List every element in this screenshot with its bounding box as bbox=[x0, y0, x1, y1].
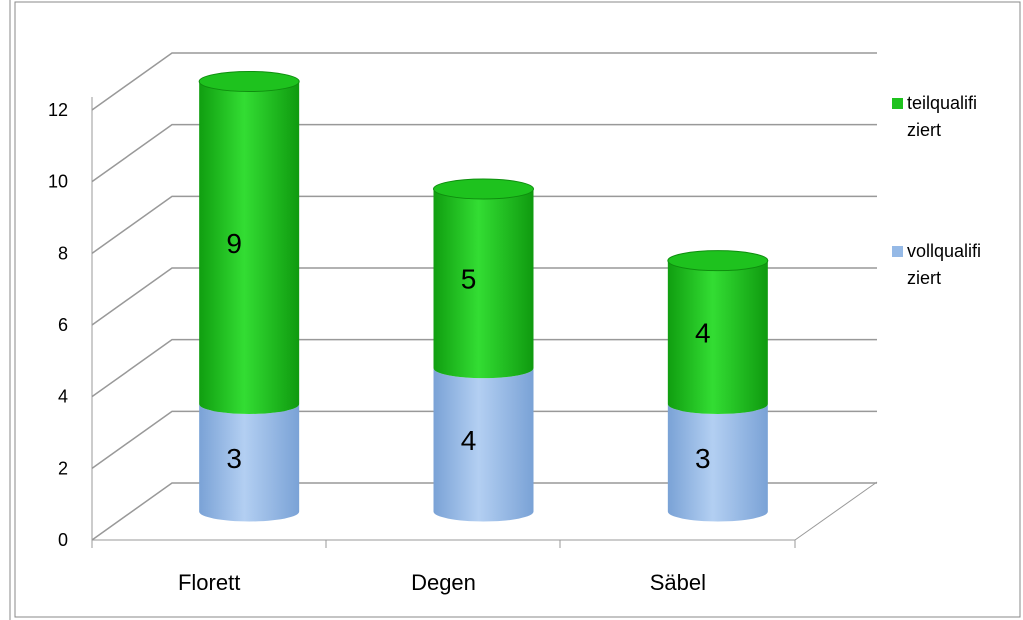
data-label: 9 bbox=[226, 228, 242, 259]
y-tick-label: 10 bbox=[48, 172, 68, 192]
grid-line bbox=[91, 338, 877, 398]
bar-segment bbox=[667, 260, 768, 414]
y-tick-label: 6 bbox=[58, 315, 68, 335]
bar-cap bbox=[198, 71, 300, 92]
data-label: 3 bbox=[226, 443, 242, 474]
y-tick-label: 12 bbox=[48, 100, 68, 120]
grid-line bbox=[91, 267, 877, 326]
bar-segment bbox=[433, 189, 534, 379]
bar-segment bbox=[433, 368, 534, 522]
data-label: 4 bbox=[461, 425, 477, 456]
y-tick-label: 2 bbox=[58, 458, 68, 478]
y-tick-label: 4 bbox=[58, 387, 68, 407]
floor-edge bbox=[794, 481, 878, 541]
legend-label: teilqualifiziert bbox=[907, 93, 978, 140]
bar-segment bbox=[199, 81, 300, 414]
grid-line bbox=[91, 195, 877, 254]
bar-segment bbox=[199, 404, 300, 522]
data-label: 3 bbox=[695, 443, 711, 474]
legend-swatch bbox=[892, 98, 903, 109]
grid-line bbox=[91, 52, 877, 111]
legend-label: vollqualifiziert bbox=[907, 241, 982, 288]
x-tick-label: Degen bbox=[411, 570, 476, 595]
x-tick-label: Florett bbox=[178, 570, 240, 595]
grid-line bbox=[91, 123, 877, 183]
bar-cap bbox=[433, 178, 534, 200]
legend-swatch bbox=[892, 246, 903, 257]
y-tick-label: 0 bbox=[58, 530, 68, 550]
bar-cap bbox=[667, 250, 769, 272]
grid-line bbox=[91, 482, 877, 541]
data-label: 4 bbox=[695, 317, 711, 348]
data-label: 5 bbox=[461, 264, 477, 295]
grid-line bbox=[91, 410, 877, 469]
y-tick-label: 8 bbox=[58, 243, 68, 263]
x-tick-label: Säbel bbox=[650, 570, 706, 595]
bar-segment bbox=[667, 404, 768, 522]
frame bbox=[14, 1, 1021, 618]
